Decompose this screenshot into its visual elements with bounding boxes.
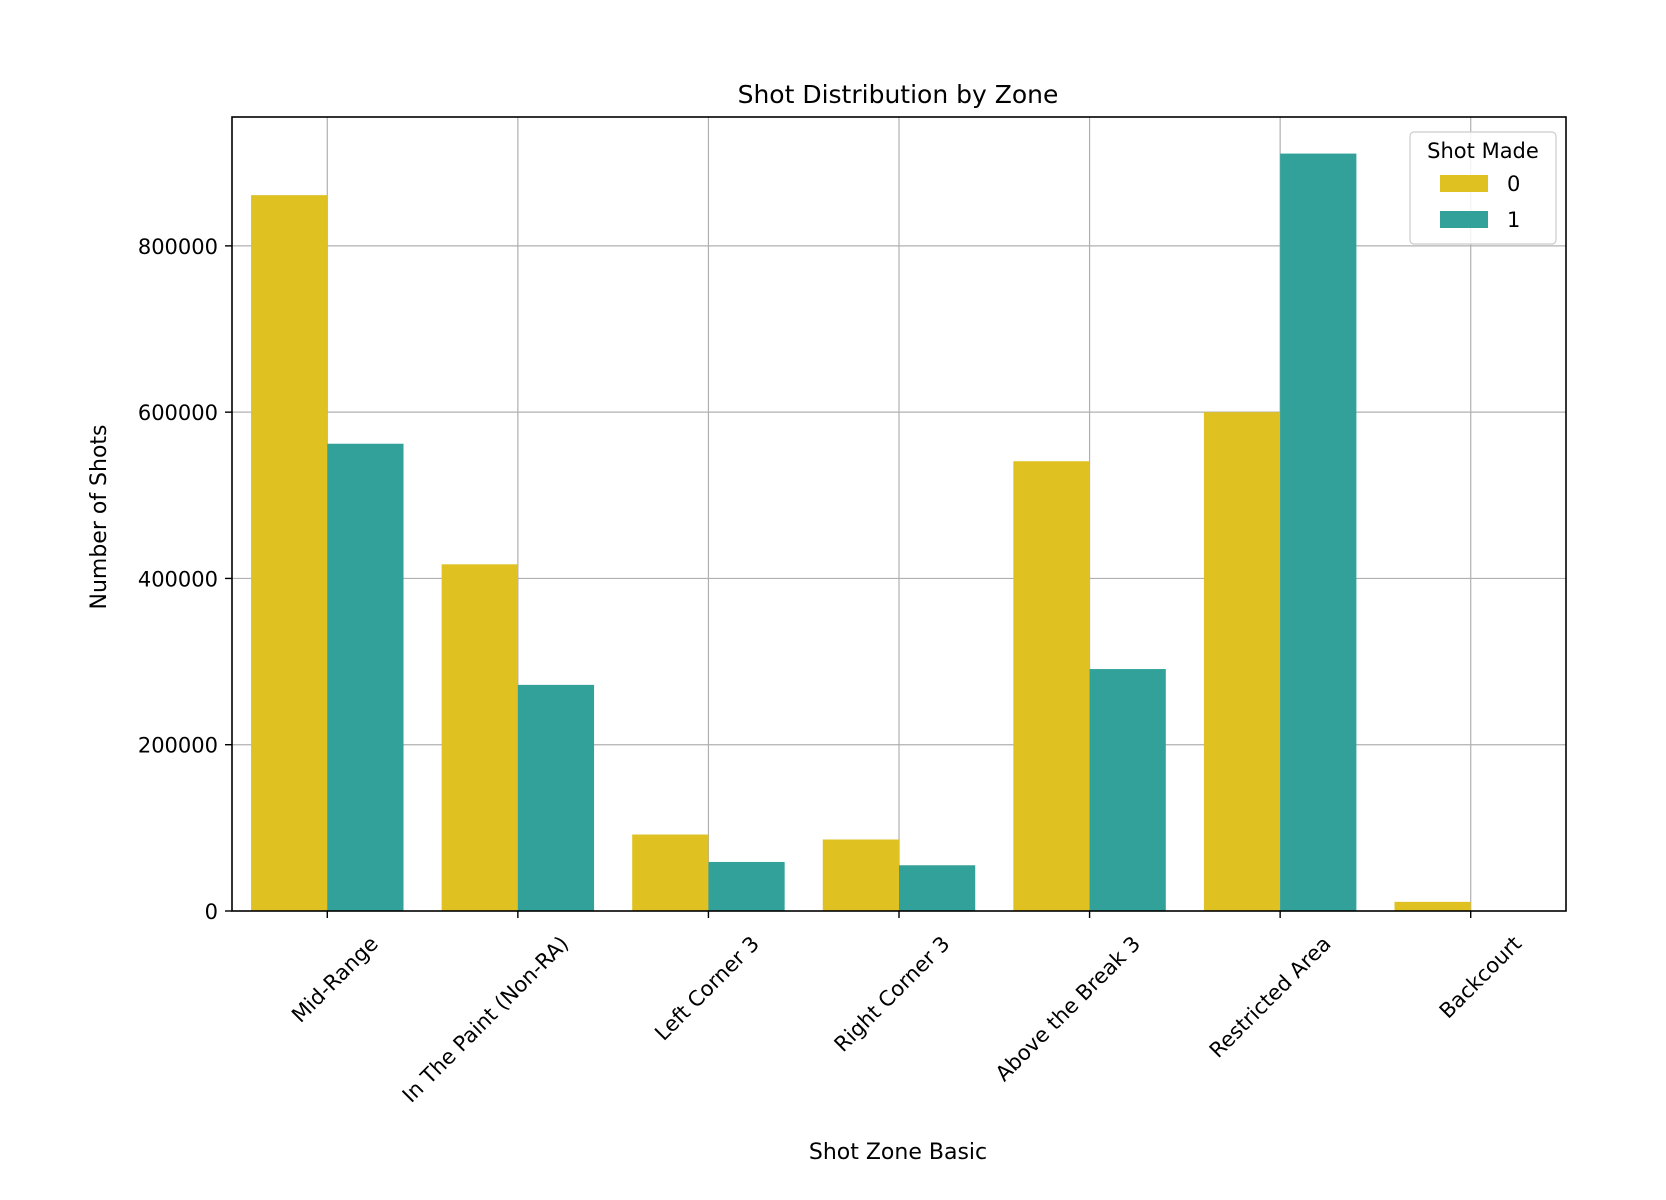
bar-backcourt-made-0 xyxy=(1394,901,1471,911)
legend: Shot Made 0 1 xyxy=(1409,131,1557,245)
legend-swatch-1 xyxy=(1440,211,1488,228)
y-tick-label: 0 xyxy=(205,900,218,924)
bar-restricted-area-made-0 xyxy=(1203,412,1281,911)
bar-mid-range-made-0 xyxy=(251,195,328,911)
legend-title: Shot Made xyxy=(1427,139,1539,163)
bar-in-the-paint-non-ra--made-1 xyxy=(517,684,595,911)
bar-right-corner-3-made-1 xyxy=(899,865,976,911)
legend-label-1: 1 xyxy=(1507,208,1520,232)
y-axis-title: Number of Shots xyxy=(87,424,112,609)
legend-swatch-0 xyxy=(1440,175,1488,192)
y-tick-label: 800000 xyxy=(138,235,218,259)
bar-above-the-break-3-made-1 xyxy=(1089,669,1166,911)
legend-label-0: 0 xyxy=(1507,172,1520,196)
bar-above-the-break-3-made-0 xyxy=(1013,461,1090,911)
bar-in-the-paint-non-ra--made-0 xyxy=(441,564,518,911)
bar-restricted-area-made-1 xyxy=(1280,153,1357,911)
bar-mid-range-made-1 xyxy=(327,443,404,911)
bar-left-corner-3-made-1 xyxy=(708,861,785,911)
bar-right-corner-3-made-0 xyxy=(822,839,899,911)
bar-left-corner-3-made-0 xyxy=(632,834,709,911)
y-tick-label: 400000 xyxy=(138,567,218,591)
chart-title: Shot Distribution by Zone xyxy=(738,80,1059,109)
y-tick-label: 200000 xyxy=(138,734,218,758)
y-tick-label: 600000 xyxy=(138,401,218,425)
x-axis-title: Shot Zone Basic xyxy=(809,1140,987,1165)
